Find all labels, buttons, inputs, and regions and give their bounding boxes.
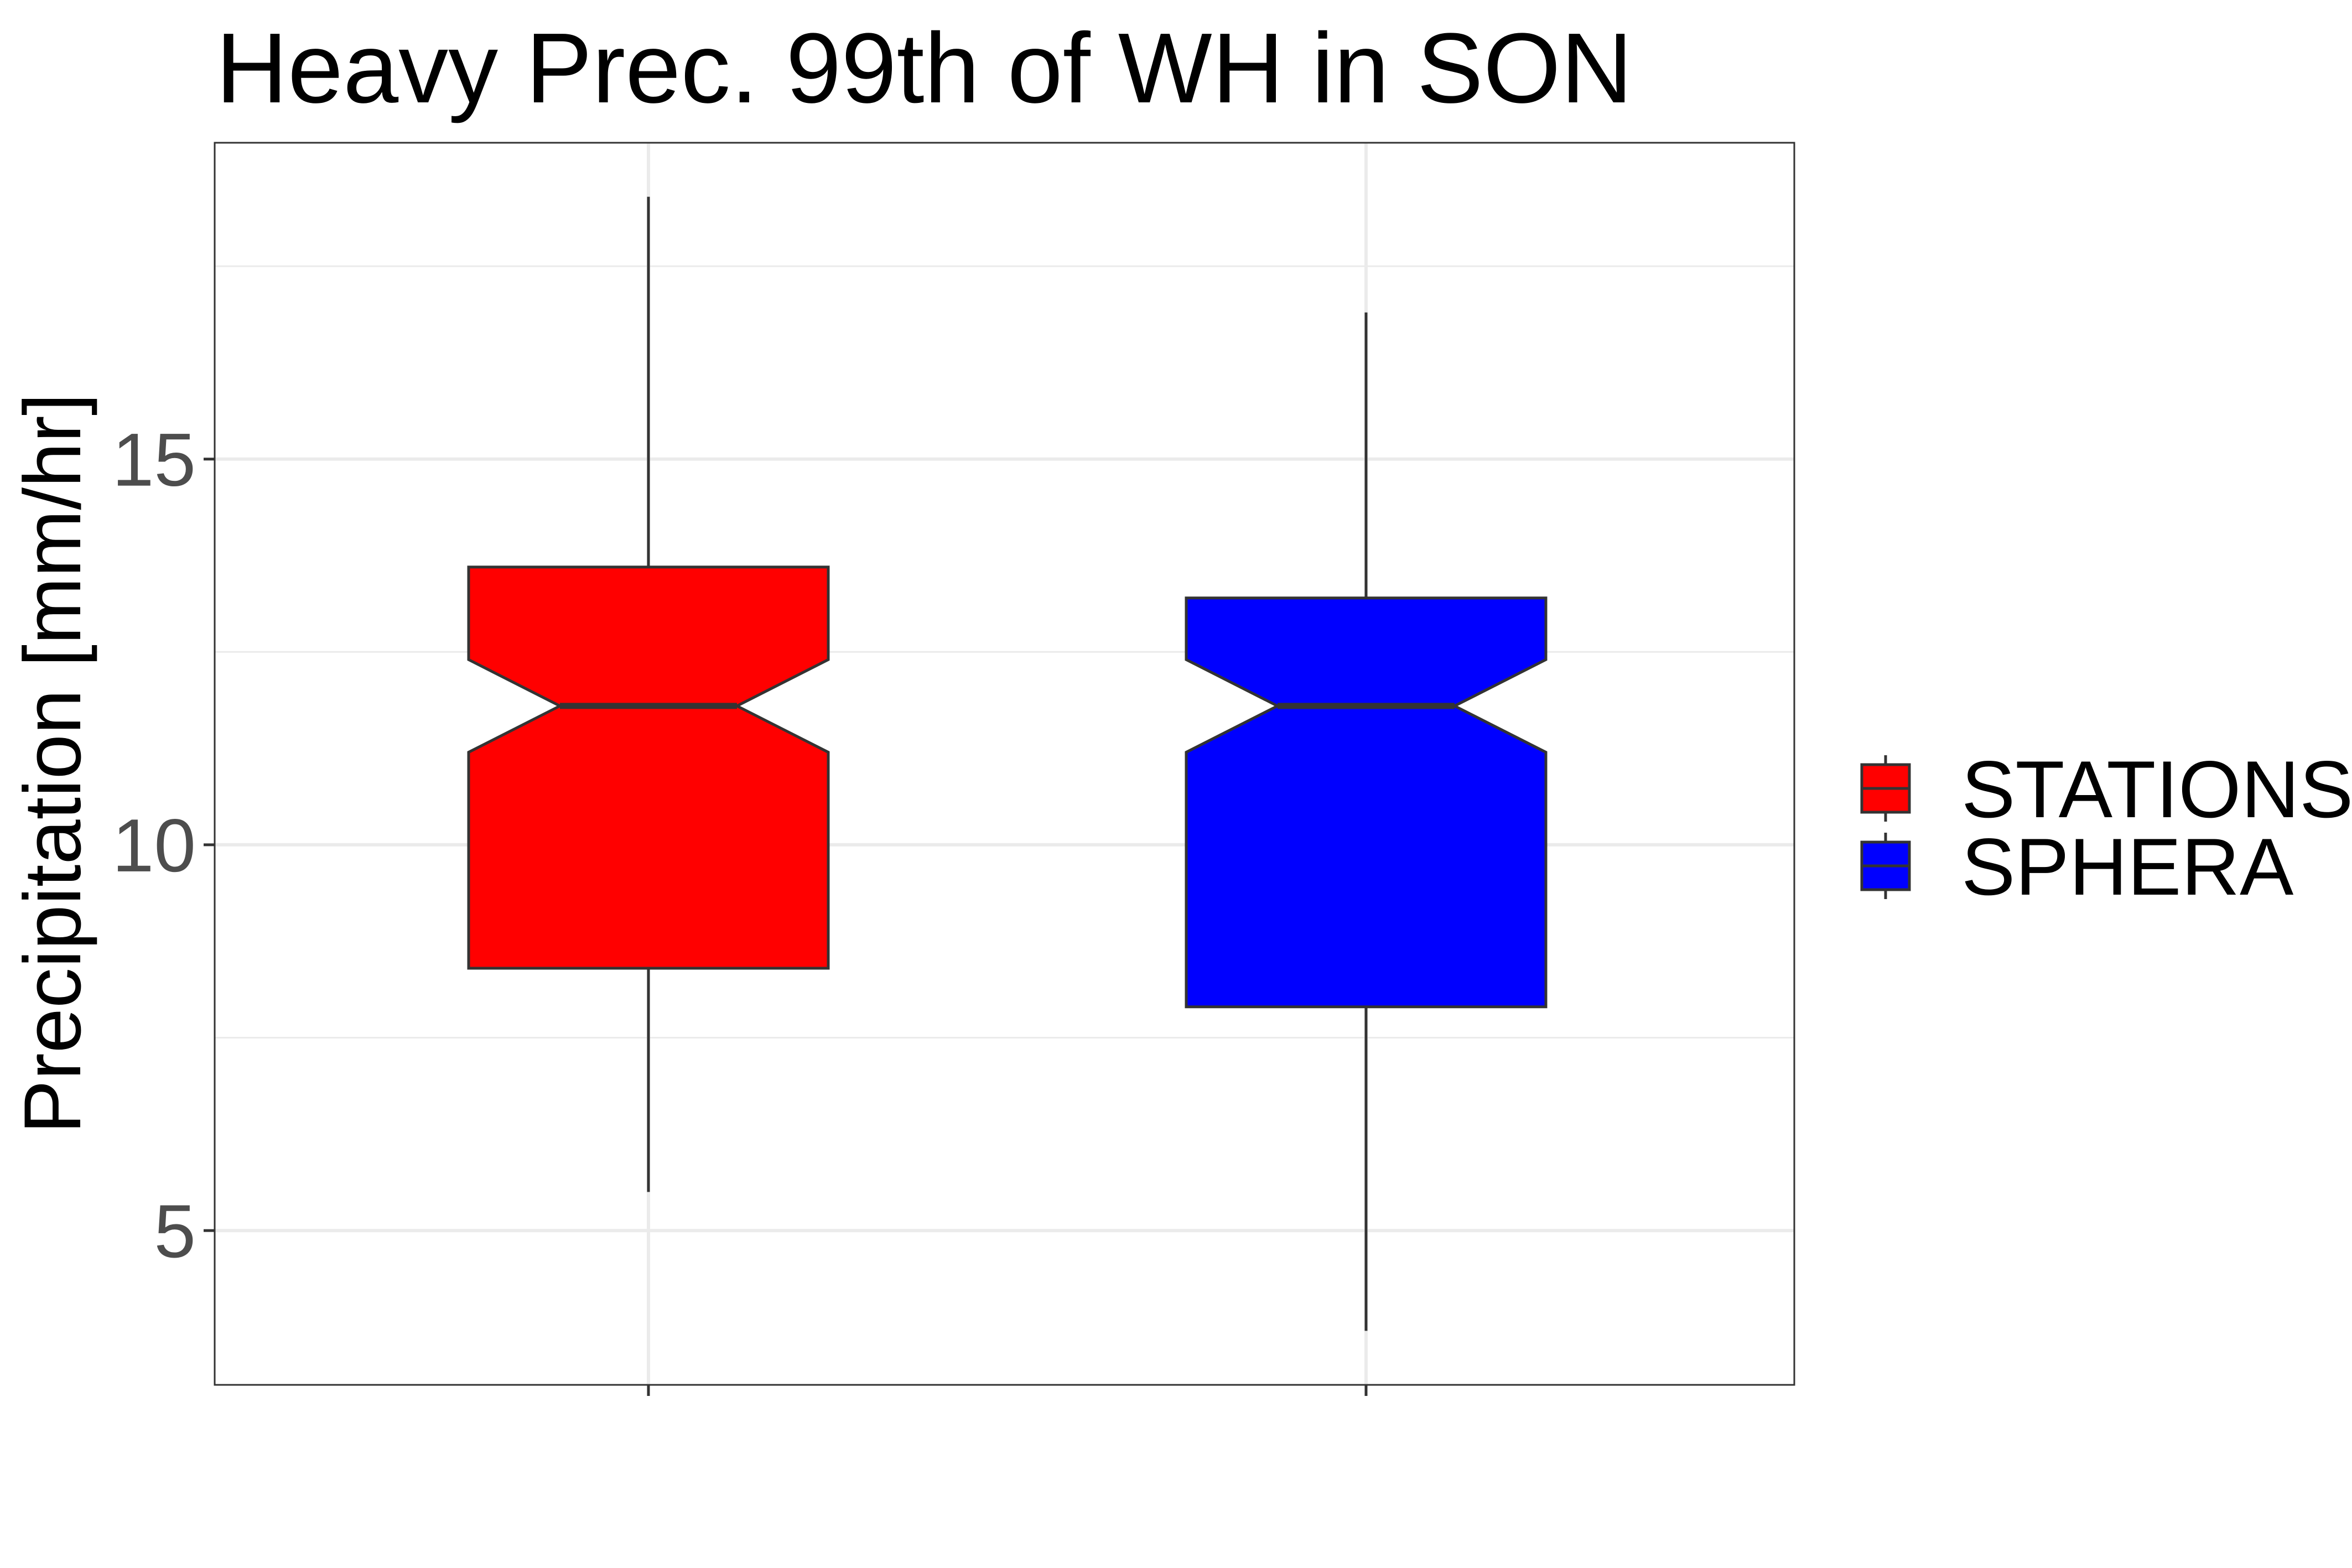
y-tick-label: 15 bbox=[112, 418, 196, 502]
box-body bbox=[467, 565, 830, 970]
box-layer bbox=[467, 196, 1548, 1331]
box-body bbox=[1185, 596, 1548, 1009]
legend-label: STATIONS bbox=[1961, 744, 2352, 834]
y-axis-label: Precipitation [mm/hr] bbox=[7, 393, 97, 1134]
legend-label: SPHERA bbox=[1961, 822, 2294, 912]
chart-title: Heavy Prec. 99th of WH in SON bbox=[216, 13, 1633, 124]
box-sphera bbox=[1185, 312, 1548, 1331]
y-tick-label: 10 bbox=[112, 803, 196, 887]
legend-item-stations: STATIONS bbox=[1860, 744, 2352, 834]
axis-layer: 5 10 15 bbox=[112, 418, 1368, 1396]
box-stations bbox=[467, 196, 830, 1192]
plot-panel-border bbox=[214, 142, 1795, 1386]
y-tick-label: 5 bbox=[154, 1189, 196, 1273]
legend-item-sphera: SPHERA bbox=[1860, 822, 2294, 912]
